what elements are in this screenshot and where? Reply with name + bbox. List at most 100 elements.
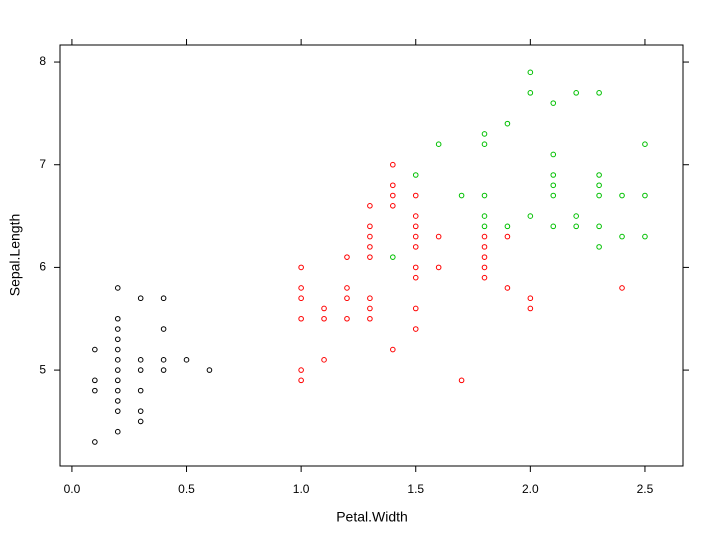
point xyxy=(481,141,488,147)
y-axis-title: Sepal.Length xyxy=(7,214,23,297)
point xyxy=(481,233,488,240)
point xyxy=(390,182,396,189)
point xyxy=(550,223,557,230)
point xyxy=(458,192,465,199)
point xyxy=(504,233,511,240)
point xyxy=(137,387,144,394)
point xyxy=(367,203,373,209)
point xyxy=(481,131,488,137)
point xyxy=(344,285,350,291)
point xyxy=(114,408,121,414)
point xyxy=(92,377,98,384)
point xyxy=(504,223,511,230)
point xyxy=(481,213,488,219)
point xyxy=(642,141,648,147)
point xyxy=(160,295,167,302)
point xyxy=(367,223,373,230)
point xyxy=(92,387,98,394)
point xyxy=(412,233,419,240)
point xyxy=(435,141,442,147)
point xyxy=(412,172,419,178)
point xyxy=(137,367,144,373)
point xyxy=(137,408,144,414)
point xyxy=(321,305,327,312)
point xyxy=(114,428,121,435)
point xyxy=(390,161,396,168)
point xyxy=(298,367,304,373)
point xyxy=(321,315,327,322)
point xyxy=(527,69,534,76)
y-tick-label: 6 xyxy=(39,260,46,274)
point xyxy=(596,172,602,178)
x-tick-label: 1.0 xyxy=(293,482,310,496)
point xyxy=(619,285,625,291)
point xyxy=(412,305,419,312)
point xyxy=(390,254,396,260)
point xyxy=(183,357,190,363)
point xyxy=(367,305,373,312)
point xyxy=(481,244,488,250)
point xyxy=(596,244,602,250)
point xyxy=(367,244,373,250)
point xyxy=(390,203,396,209)
point xyxy=(367,315,373,322)
point xyxy=(344,295,350,302)
point xyxy=(114,326,121,332)
point xyxy=(298,285,304,291)
point xyxy=(527,90,534,96)
point xyxy=(596,223,602,230)
point xyxy=(550,182,557,189)
point xyxy=(642,233,648,240)
point xyxy=(114,336,121,343)
x-tick-label: 2.0 xyxy=(522,482,539,496)
point xyxy=(481,254,488,260)
point xyxy=(137,418,144,425)
point xyxy=(298,377,304,384)
point xyxy=(344,315,350,322)
point xyxy=(527,305,534,312)
point xyxy=(114,357,121,363)
x-tick-label: 1.5 xyxy=(407,482,424,496)
point xyxy=(481,223,488,230)
x-tick-label: 0.5 xyxy=(178,482,195,496)
point xyxy=(137,357,144,363)
point xyxy=(114,398,121,404)
point xyxy=(390,192,396,199)
point xyxy=(206,367,213,373)
point xyxy=(412,223,419,230)
point xyxy=(619,192,625,199)
point xyxy=(412,192,419,199)
x-tick-label: 0.0 xyxy=(64,482,81,496)
point xyxy=(160,326,167,332)
point xyxy=(298,315,304,322)
point xyxy=(412,244,419,250)
point xyxy=(390,346,396,353)
point xyxy=(412,274,419,281)
point xyxy=(367,254,373,260)
point xyxy=(92,346,98,353)
point xyxy=(435,264,442,271)
point xyxy=(344,254,350,260)
point xyxy=(596,182,602,189)
point xyxy=(137,295,144,302)
point xyxy=(573,223,579,230)
point xyxy=(504,285,511,291)
point xyxy=(298,295,304,302)
point xyxy=(481,264,488,271)
plot-frame xyxy=(59,44,684,467)
y-tick-label: 7 xyxy=(39,157,46,171)
point xyxy=(435,233,442,240)
point xyxy=(321,357,327,363)
point xyxy=(412,213,419,219)
point xyxy=(550,151,557,158)
point xyxy=(367,233,373,240)
point xyxy=(596,90,602,96)
y-tick-label: 5 xyxy=(39,362,46,376)
point xyxy=(550,192,557,199)
point xyxy=(298,264,304,271)
point xyxy=(596,192,602,199)
point xyxy=(527,295,534,302)
point xyxy=(527,213,534,219)
point xyxy=(481,192,488,199)
